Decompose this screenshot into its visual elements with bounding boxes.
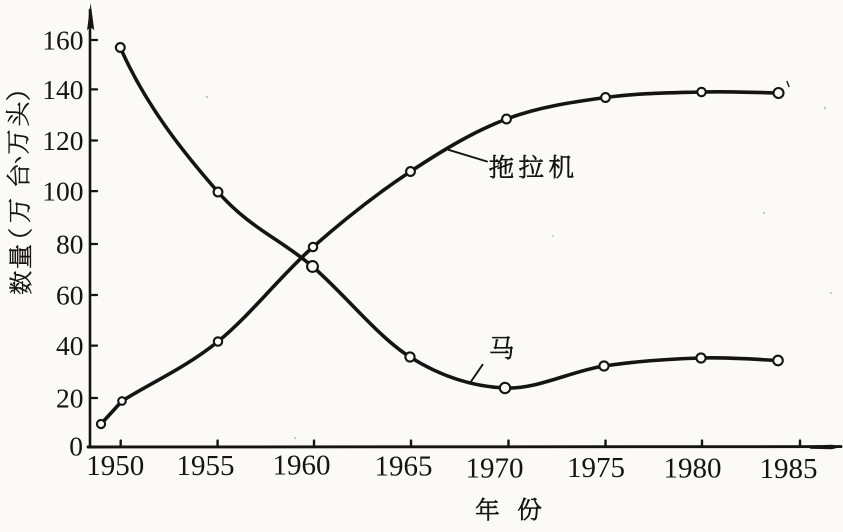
- svg-text:100: 100: [42, 176, 83, 207]
- svg-text:160: 160: [42, 24, 83, 55]
- svg-text:1955: 1955: [177, 450, 235, 482]
- svg-text:1970: 1970: [466, 452, 524, 484]
- svg-text:1965: 1965: [375, 450, 433, 482]
- svg-text:20: 20: [56, 382, 84, 413]
- svg-text:1960: 1960: [273, 449, 331, 481]
- svg-text:40: 40: [56, 330, 84, 361]
- svg-text:60: 60: [56, 279, 84, 310]
- svg-text:120: 120: [42, 125, 83, 156]
- svg-text:80: 80: [56, 228, 84, 259]
- svg-text:1980: 1980: [664, 452, 722, 484]
- svg-text:1985: 1985: [760, 453, 818, 485]
- svg-text:1950: 1950: [86, 450, 144, 482]
- svg-text:1975: 1975: [567, 452, 625, 484]
- svg-text:140: 140: [42, 74, 83, 105]
- svg-text:0: 0: [69, 431, 83, 462]
